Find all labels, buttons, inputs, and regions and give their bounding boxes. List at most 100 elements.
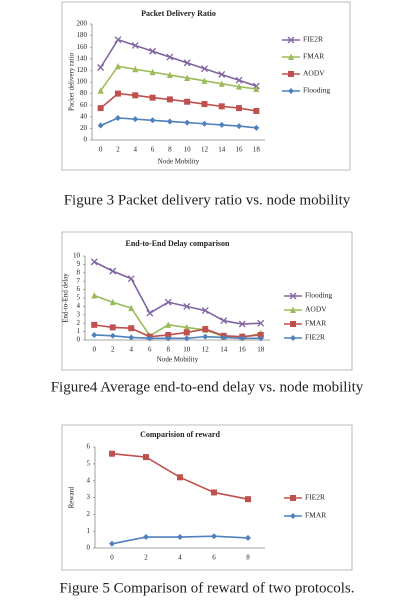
point [91,331,98,338]
legend-label: Flooding [303,86,330,95]
point [257,319,265,327]
x-tick-label: 14 [220,346,228,354]
x-tick-label: 10 [183,346,191,354]
point [236,123,243,130]
y-tick-label: 3 [77,310,81,318]
point [220,334,227,341]
point [201,101,208,108]
point [149,117,156,124]
x-axis-label: Node Mobility [158,158,200,166]
x-tick-label: 4 [130,346,134,354]
point [184,98,191,105]
x-tick-label: 2 [111,346,115,354]
point [218,121,225,128]
y-tick-label: 1 [87,527,91,535]
x-tick-label: 12 [202,346,210,354]
y-tick-label: 0 [77,336,81,344]
x-tick-label: 12 [201,146,209,154]
point [91,321,98,328]
point [97,64,105,71]
point [236,83,243,90]
legend-marker [289,292,297,300]
y-tick-label: 20 [80,124,88,132]
point [183,335,190,342]
y-tick-label: 160 [77,43,88,51]
point [114,114,121,121]
point [131,42,139,49]
legend-marker [287,36,295,44]
x-tick-label: 10 [184,146,192,154]
series-line [93,294,261,339]
y-axis-label: End-to-End delay [62,273,70,323]
point [109,450,115,457]
point [109,267,117,275]
y-tick-label: 5 [77,294,81,302]
caption: Figure 5 Comparison of reward of two pro… [60,580,355,596]
point [146,309,154,317]
x-tick-label: 4 [178,554,182,562]
legend-marker [288,71,294,77]
legend-label: FMAR [303,52,324,61]
series-line [100,92,257,112]
point [245,534,251,541]
y-tick-label: 40 [80,112,88,120]
chart-frame [61,1,351,171]
legend-marker [288,53,294,60]
point [184,119,191,126]
point [235,76,243,84]
point [183,329,190,336]
x-tick-label: 0 [110,554,114,562]
x-tick-label: 4 [134,146,138,154]
point [109,298,116,306]
legend-marker [288,88,294,94]
point [132,65,139,73]
point [253,108,260,114]
x-tick-label: 0 [93,346,97,354]
chart-frame [61,424,353,571]
y-tick-label: 3 [87,493,91,501]
legend-label: FMAR [305,511,326,520]
x-tick-label: 18 [253,146,261,154]
y-tick-label: 140 [77,54,88,62]
legend-label: FMAR [305,319,326,328]
y-tick-label: 180 [77,31,88,39]
point [146,335,153,342]
point [132,92,139,99]
x-tick-label: 6 [148,346,152,354]
point [202,333,209,340]
point [201,77,208,84]
point [245,496,251,503]
point [177,534,183,541]
point [128,325,135,332]
x-tick-label: 16 [236,146,244,154]
y-tick-label: 1 [77,327,81,335]
chart-title: End-to-End Delay comparison [125,239,230,248]
y-tick-label: 80 [80,89,88,97]
y-tick-label: 120 [77,66,88,74]
point [183,302,191,310]
series-line [99,38,257,87]
x-tick-label: 8 [167,346,171,354]
y-tick-label: 6 [87,443,91,451]
point [127,275,135,283]
x-tick-label: 16 [239,346,247,354]
point [239,335,246,342]
x-tick-label: 6 [151,146,155,154]
point [184,74,191,81]
point [97,87,104,94]
point [166,53,174,61]
caption: Figure 3 Packet delivery ratio vs. node … [64,192,351,208]
point [211,489,217,496]
legend-label: AODV [305,305,327,314]
y-tick-label: 5 [87,459,91,467]
x-tick-label: 2 [144,554,148,562]
point [166,118,173,125]
point [201,120,208,127]
point [165,321,172,328]
y-tick-label: 7 [77,277,81,285]
y-tick-label: 10 [73,252,81,260]
y-tick-label: 0 [87,544,91,552]
point [165,331,172,338]
series-line [94,334,261,340]
